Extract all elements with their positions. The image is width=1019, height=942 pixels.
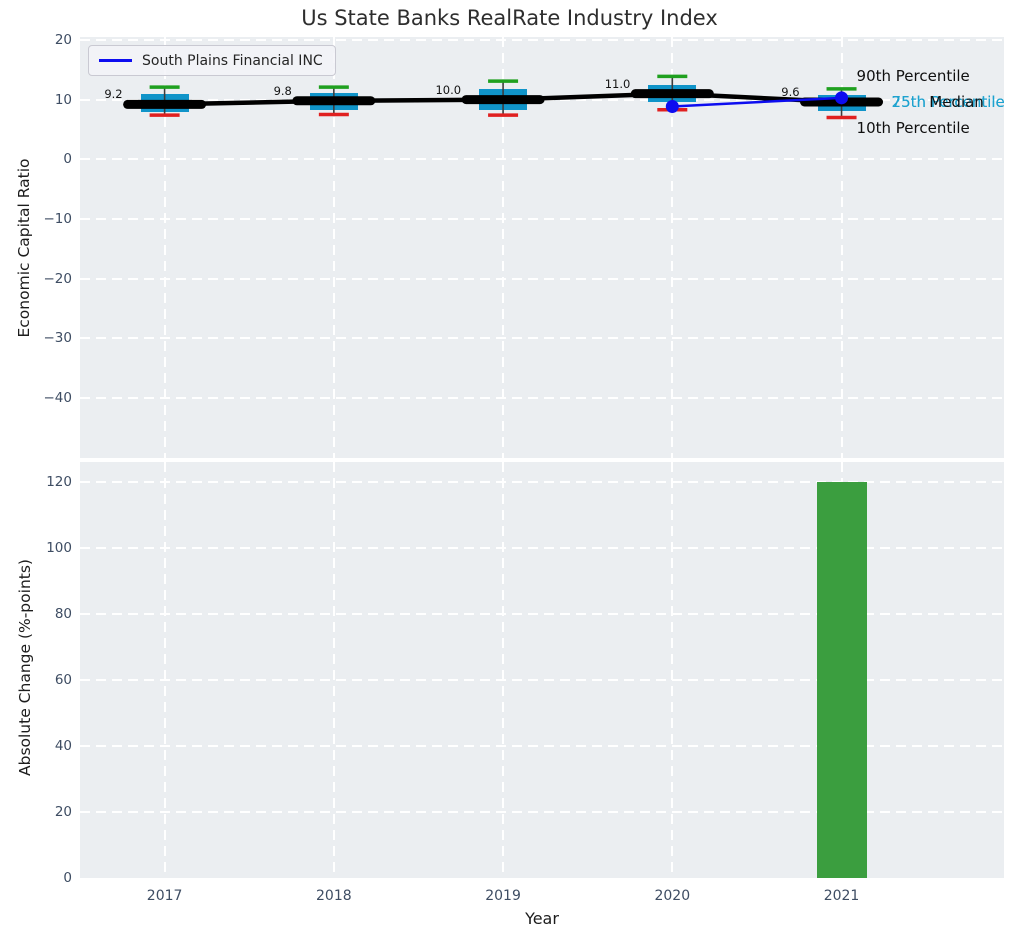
gridline-h — [80, 217, 1004, 220]
chart-title: Us State Banks RealRate Industry Index — [301, 6, 718, 30]
gridline-h — [80, 744, 1004, 747]
gridline-h — [80, 678, 1004, 681]
boxplot-lines-layer — [123, 74, 884, 120]
ax1-ytick-label: 10 — [54, 91, 72, 108]
x-tick-label: 2021 — [823, 888, 860, 904]
label-10th-percentile: 10th Percentile — [856, 118, 970, 137]
gridline-v — [840, 37, 843, 458]
gridline-h — [80, 158, 1004, 161]
company-point-2021 — [835, 91, 849, 105]
top-axes-boxplot: 9.2 9.8 10.0 11.0 9.6 90th Percentile 75th Per… — [80, 37, 1005, 458]
x-tick-label: 2020 — [654, 888, 691, 904]
ax2-ytick-label: 60 — [54, 671, 72, 688]
legend-line-sample — [99, 59, 132, 62]
bar-2021 — [816, 481, 867, 878]
x-tick-label: 2018 — [316, 888, 352, 904]
ax2-ytick-label: 120 — [46, 473, 72, 490]
ax1-ytick-label: −10 — [43, 210, 73, 227]
annotation-median-2021: 9.6 — [781, 84, 800, 99]
ax1-ytick-label: −30 — [43, 330, 73, 347]
gridline-h — [80, 612, 1004, 615]
x-tick-label: 2019 — [485, 888, 521, 904]
label-25th-percentile: 25th Percentile — [891, 92, 1005, 111]
gridline-h — [80, 480, 1004, 483]
ax1-ytick-label: −40 — [43, 389, 73, 406]
ax2-ytick-label: 0 — [63, 870, 72, 886]
company-line — [672, 96, 842, 108]
gridline-h — [80, 38, 1004, 41]
ax2-ytick-label: 20 — [54, 803, 72, 820]
annotation-median-2019: 10.0 — [435, 82, 462, 97]
gridline-v — [163, 37, 166, 458]
ax1-ytick-label: −20 — [43, 270, 73, 287]
gridline-v — [502, 37, 505, 458]
annotation-median-2017: 9.2 — [104, 87, 123, 102]
ax2-ytick-label: 40 — [54, 737, 72, 754]
label-90th-percentile: 90th Percentile — [856, 66, 970, 85]
x-tick-label: 2017 — [146, 888, 183, 904]
label-75th-percentile: 75th Percentile — [891, 92, 1005, 111]
ax2-ytick-label: 80 — [54, 605, 72, 622]
gridline-h — [80, 277, 1004, 280]
gridline-v — [332, 462, 335, 878]
ax1-y-axis-label: Economic Capital Ratio — [15, 158, 33, 338]
bottom-axes-bar — [80, 462, 1004, 878]
gridline-v — [163, 462, 166, 878]
legend-label: South Plains Financial INC — [142, 52, 323, 69]
gridline-h — [80, 810, 1004, 813]
ax2-ytick-label: 100 — [46, 539, 72, 556]
gridline-h — [80, 337, 1004, 340]
gridline-v — [502, 462, 505, 878]
ax1-ytick-label: 20 — [54, 31, 72, 48]
gridline-h — [80, 546, 1004, 549]
legend: South Plains Financial INC — [88, 45, 336, 76]
annotation-median-2018: 9.8 — [273, 83, 292, 98]
gridline-v — [671, 37, 674, 458]
gridline-v — [332, 37, 335, 458]
ax1-ytick-label: 0 — [63, 151, 72, 168]
company-point-2020 — [665, 99, 679, 113]
gridline-h — [80, 396, 1004, 399]
annotation-median-2020: 11.0 — [604, 76, 631, 91]
x-axis-label: Year — [525, 909, 559, 928]
label-median: Median — [929, 92, 984, 111]
gridline-v — [671, 462, 674, 878]
